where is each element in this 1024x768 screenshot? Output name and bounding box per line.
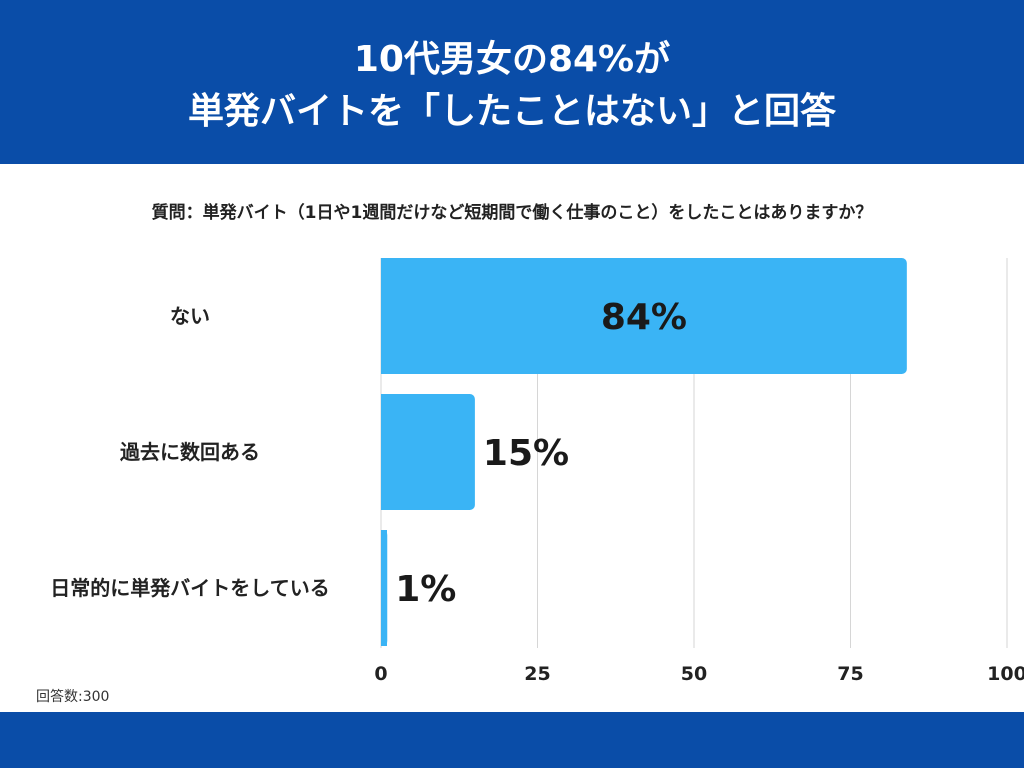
bar xyxy=(381,394,475,510)
value-label: 15% xyxy=(483,433,569,474)
question-text: 質問：単発バイト（1日や1週間だけなど短期間で働く仕事のこと）をしたことはありま… xyxy=(151,203,873,223)
title-line-2: 単発バイトを「したことはない」と回答 xyxy=(187,91,836,132)
header-banner: 10代男女の84%が 単発バイトを「したことはない」と回答 xyxy=(0,0,1024,164)
x-tick-label: 75 xyxy=(837,663,863,685)
bar-left-edge xyxy=(381,258,387,374)
x-tick-label: 100 xyxy=(987,663,1024,685)
bar-left-edge xyxy=(381,394,387,510)
category-label: 日常的に単発バイトをしている xyxy=(50,576,329,600)
x-tick-label: 50 xyxy=(681,663,707,685)
category-label: ない xyxy=(170,304,210,328)
footer-banner xyxy=(0,712,1024,768)
bar-left-edge xyxy=(381,530,387,646)
x-tick-label: 25 xyxy=(524,663,550,685)
category-label: 過去に数回ある xyxy=(120,440,260,464)
bar xyxy=(381,258,907,374)
x-tick-label: 0 xyxy=(374,663,387,685)
response-count: 回答数:300 xyxy=(36,689,110,705)
value-label: 84% xyxy=(601,297,687,338)
title-line-1: 10代男女の84%が xyxy=(353,39,671,80)
value-label: 1% xyxy=(395,569,456,610)
